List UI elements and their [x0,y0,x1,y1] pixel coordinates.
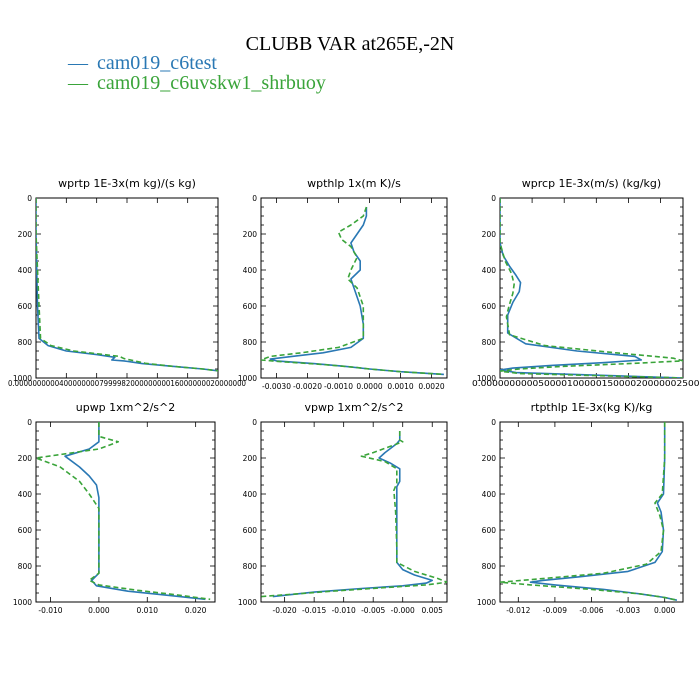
series-line-2 [261,431,447,598]
x-tick-label: 0.000 [654,606,676,615]
plot-frame [35,421,216,603]
y-tick-label: 400 [243,490,258,499]
legend-label-2: cam019_c6uvskw1_shrbuoy [97,72,326,94]
x-tick-label: -0.0030 [262,382,291,391]
x-tick-label: -0.005 [361,606,385,615]
x-tick-label: -0.0020 [293,382,322,391]
panel-2: wpthlp 1x(m K)/s 0 200 400 600 800 1000 -0.0030… [238,177,448,391]
x-tick-label: -0.003 [616,606,640,615]
series-line-1 [64,422,206,601]
x-tick-labels-overlapping: 0.00000000004000000007999982000000000160… [8,379,246,388]
x-tick-label: 0.005 [421,606,443,615]
y-tick-label: 200 [243,454,258,463]
y-tick-label: 600 [18,302,33,311]
y-tick-label: 600 [482,302,497,311]
panels: wprtp 1E-3x(m kg)/(s kg) 0 200 400 600 800 100… [8,177,700,615]
plot-frame [260,421,448,603]
x-tick-label: 0.0020 [418,382,444,391]
x-tick-label: -0.006 [579,606,603,615]
panel-title: rtpthlp 1E-3x(kg K)/kg [531,401,653,414]
x-tick-label: 0.020 [185,606,207,615]
y-tick-label: 200 [482,454,497,463]
legend-marker-1: — [67,52,89,74]
y-tick-label: 0 [252,194,257,203]
x-tick-label: -0.010 [332,606,356,615]
series-line-2 [261,206,444,376]
panel-3: wprcp 1E-3x(m/s) (kg/kg) 0 200 400 600 800 100… [472,177,700,388]
panel-title: wpthlp 1x(m K)/s [307,177,401,190]
y-tick-label: 600 [18,526,33,535]
y-tick-label: 400 [18,266,33,275]
y-tick-label: 1000 [13,598,32,607]
legend: — cam019_c6test — cam019_c6uvskw1_shrbuo… [67,52,326,94]
y-tick-label: 0 [27,418,32,427]
panel-title: upwp 1xm^2/s^2 [76,401,176,414]
legend-entry-1: — cam019_c6test [67,52,217,74]
y-tick-label: 200 [18,454,33,463]
y-tick-label: 1000 [477,598,496,607]
legend-label-1: cam019_c6test [97,52,217,74]
y-tick-label: 400 [243,266,258,275]
x-tick-label: -0.015 [302,606,326,615]
y-tick-label: 200 [243,230,258,239]
y-tick-label: 1000 [477,374,496,383]
y-tick-label: 800 [243,562,258,571]
y-tick-label: 400 [482,266,497,275]
x-tick-label: -0.000 [391,606,415,615]
panel-4: upwp 1xm^2/s^2 0 200 400 600 800 1000 -0.010 0.0… [13,401,216,615]
y-tick-label: 200 [18,230,33,239]
x-tick-label: 0.010 [137,606,159,615]
series-line-1 [36,198,218,372]
y-tick-label: 600 [482,526,497,535]
y-tick-label: 0 [27,194,32,203]
series-line-1 [500,198,683,378]
y-tick-label: 1000 [13,374,32,383]
y-tick-label: 800 [482,562,497,571]
plot-frame [35,197,219,379]
panel-1: wprtp 1E-3x(m kg)/(s kg) 0 200 400 600 800 100… [8,177,246,388]
y-tick-label: 0 [491,194,496,203]
x-tick-label: 0.000 [88,606,110,615]
x-tick-label: 0.0000 [356,382,382,391]
figure-title: CLUBB VAR at265E,-2N [246,33,455,55]
y-tick-label: 0 [252,418,257,427]
panel-title: wprtp 1E-3x(m kg)/(s kg) [58,177,196,190]
x-tick-label: -0.020 [273,606,297,615]
x-tick-label: 0.0010 [387,382,413,391]
x-tick-label: -0.009 [543,606,567,615]
series-line-2 [36,198,218,372]
legend-entry-2: — cam019_c6uvskw1_shrbuoy [67,72,326,94]
y-tick-label: 1000 [238,374,257,383]
series-line-1 [269,207,444,376]
series-line-2 [36,422,211,601]
legend-marker-2: — [67,72,89,94]
y-tick-label: 800 [18,562,33,571]
x-tick-label: -0.010 [38,606,62,615]
x-tick-label: -0.0010 [324,382,353,391]
y-tick-label: 0 [491,418,496,427]
x-tick-labels-overlapping: 0.00000000005000010000015000020000002500… [472,379,700,388]
y-tick-label: 800 [482,338,497,347]
y-tick-label: 800 [243,338,258,347]
y-tick-label: 800 [18,338,33,347]
x-tick-label: -0.012 [506,606,530,615]
series-line-1 [272,431,434,598]
panel-title: vpwp 1xm^2/s^2 [304,401,403,414]
panel-6: rtpthlp 1E-3x(kg K)/kg 0 200 400 600 800 1000 -… [477,401,684,615]
series-line-2 [500,198,683,378]
panel-5: vpwp 1xm^2/s^2 0 200 400 600 800 1000 -0.020 -0.… [238,401,448,615]
y-tick-label: 600 [243,302,258,311]
y-tick-label: 200 [482,230,497,239]
y-tick-label: 1000 [238,598,257,607]
y-tick-label: 600 [243,526,258,535]
y-tick-label: 400 [482,490,497,499]
y-tick-label: 400 [18,490,33,499]
series-line-2 [500,422,678,601]
panel-title: wprcp 1E-3x(m/s) (kg/kg) [522,177,661,190]
